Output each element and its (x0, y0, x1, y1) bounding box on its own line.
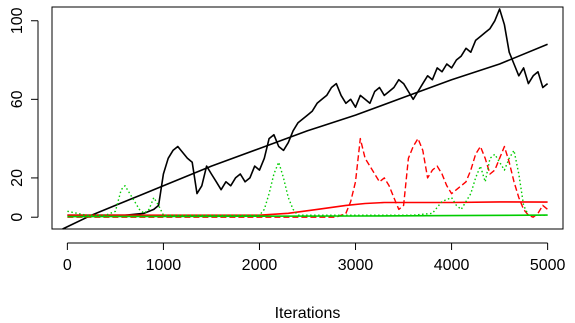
x-tick-label: 4000 (434, 257, 470, 274)
series-line-1 (67, 8, 549, 216)
x-tick-label: 3000 (338, 257, 374, 274)
series-line-4 (67, 201, 548, 216)
x-tick-label: 0 (63, 257, 72, 274)
y-tick-label: 20 (9, 169, 26, 187)
x-tick-label: 5000 (530, 257, 566, 274)
series-line-2 (62, 43, 548, 230)
series-line-6 (67, 214, 548, 218)
x-axis-label: Iterations (275, 305, 341, 322)
series-layer (62, 8, 549, 230)
series-line-5 (67, 149, 548, 216)
x-axis: 0 1000 2000 3000 4000 5000 (63, 242, 566, 274)
x-tick-label: 2000 (242, 257, 278, 274)
y-tick-label: 0 (9, 213, 26, 222)
series-line-3 (67, 137, 549, 218)
x-tick-label: 1000 (146, 257, 182, 274)
plot-frame (51, 6, 564, 230)
y-axis: 0 20 60 100 (9, 7, 39, 222)
y-tick-label: 60 (9, 90, 26, 108)
y-tick-label: 100 (9, 7, 26, 34)
